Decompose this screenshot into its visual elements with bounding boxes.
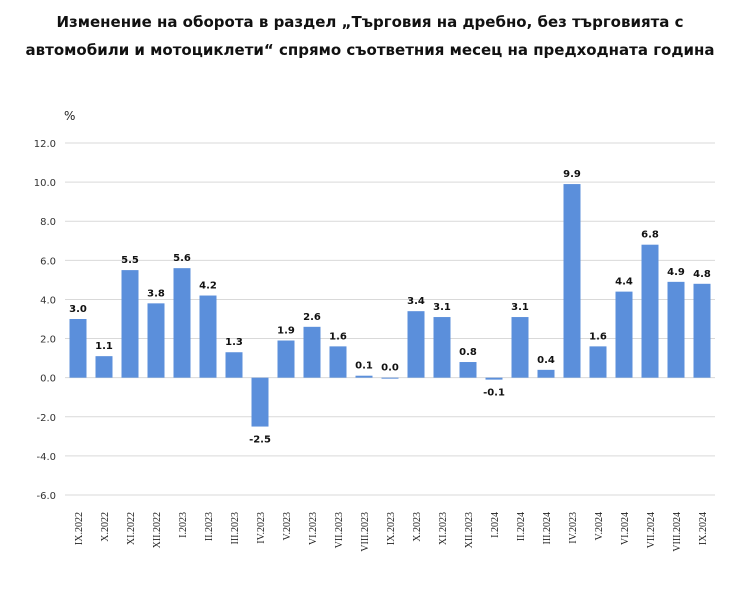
data-label: 6.8 <box>641 230 659 241</box>
bar <box>147 303 165 378</box>
bar <box>485 377 503 380</box>
bar <box>251 377 269 427</box>
data-label: 3.1 <box>433 302 451 313</box>
y-tick-label: 6.0 <box>40 256 56 267</box>
x-tick-label: V.2023 <box>282 512 293 540</box>
bar <box>667 281 685 378</box>
bar <box>173 268 191 378</box>
bar <box>329 346 347 378</box>
x-tick-label: I.2023 <box>178 512 189 538</box>
data-label: 0.1 <box>355 361 373 372</box>
x-tick-label: VIII.2023 <box>360 512 371 552</box>
x-tick-label: II.2023 <box>204 512 215 541</box>
data-label: 1.6 <box>589 331 607 342</box>
data-label: 3.8 <box>147 288 165 299</box>
x-tick-label: III.2024 <box>542 512 553 545</box>
bar <box>381 377 399 379</box>
bar <box>433 317 451 378</box>
x-tick-label: VI.2023 <box>308 512 319 545</box>
x-tick-label: V.2024 <box>594 512 605 540</box>
data-label: 1.6 <box>329 331 347 342</box>
bar <box>355 375 373 378</box>
y-tick-label: 8.0 <box>40 217 56 228</box>
bar <box>303 326 321 378</box>
x-tick-label: IX.2024 <box>698 512 709 545</box>
data-label: 1.9 <box>277 326 295 337</box>
bar <box>225 352 243 378</box>
chart-title: Изменение на оборота в раздел „Търговия … <box>25 13 715 59</box>
bar <box>693 283 711 378</box>
data-label: 3.0 <box>69 304 87 315</box>
data-label: 0.4 <box>537 355 555 366</box>
y-tick-label: -6.0 <box>36 491 56 502</box>
bar <box>589 346 607 378</box>
data-label: 9.9 <box>563 169 581 180</box>
y-tick-label: -2.0 <box>36 413 56 424</box>
y-tick-label: 0.0 <box>40 374 56 385</box>
y-tick-label: 12.0 <box>34 139 56 150</box>
x-tick-label: XII.2023 <box>464 512 475 548</box>
x-tick-label: IV.2023 <box>568 512 579 544</box>
bar <box>511 317 529 378</box>
data-label: 1.1 <box>95 341 113 352</box>
data-label: 3.4 <box>407 296 425 307</box>
y-tick-label: 10.0 <box>34 178 56 189</box>
bar <box>407 311 425 378</box>
x-tick-label: I.2024 <box>490 512 501 538</box>
x-tick-label: II.2024 <box>516 512 527 541</box>
data-label: 4.4 <box>615 277 633 288</box>
data-label: 5.5 <box>121 255 139 266</box>
data-label: 0.8 <box>459 347 477 358</box>
x-tick-label: XI.2023 <box>438 512 449 545</box>
bar <box>459 362 477 378</box>
y-axis-label: % <box>64 109 75 123</box>
x-tick-label: VII.2024 <box>646 512 657 548</box>
data-label: -0.1 <box>483 388 505 399</box>
x-tick-label: III.2023 <box>230 512 241 545</box>
x-tick-label: VI.2024 <box>620 512 631 545</box>
data-label: 0.0 <box>381 363 399 374</box>
bar <box>537 369 555 378</box>
bar <box>69 319 87 378</box>
bar <box>277 340 295 378</box>
data-label: 3.1 <box>511 302 529 313</box>
data-label: 5.6 <box>173 253 191 264</box>
data-label: 4.2 <box>199 281 217 292</box>
x-tick-label: XII.2022 <box>152 512 163 548</box>
bar <box>563 184 581 378</box>
bar <box>121 270 139 378</box>
y-tick-label: -4.0 <box>36 452 56 463</box>
data-label: 1.3 <box>225 337 243 348</box>
bar <box>95 356 113 378</box>
y-tick-label: 2.0 <box>40 335 56 346</box>
data-label: -2.5 <box>249 435 271 446</box>
x-tick-label: VII.2023 <box>334 512 345 548</box>
x-tick-label: X.2022 <box>100 512 111 542</box>
x-tick-label: X.2023 <box>412 512 423 542</box>
x-tick-label: IV.2023 <box>256 512 267 544</box>
data-label: 4.9 <box>667 267 685 278</box>
data-label: 2.6 <box>303 312 321 323</box>
bar <box>615 291 633 378</box>
bar <box>199 295 217 378</box>
bar <box>641 244 659 378</box>
data-label: 4.8 <box>693 269 711 280</box>
x-tick-label: IX.2023 <box>386 512 397 545</box>
x-tick-label: XI.2022 <box>126 512 137 545</box>
x-tick-label: IX.2022 <box>74 512 85 545</box>
y-tick-label: 4.0 <box>40 295 56 306</box>
x-tick-label: VIII.2024 <box>672 512 683 552</box>
